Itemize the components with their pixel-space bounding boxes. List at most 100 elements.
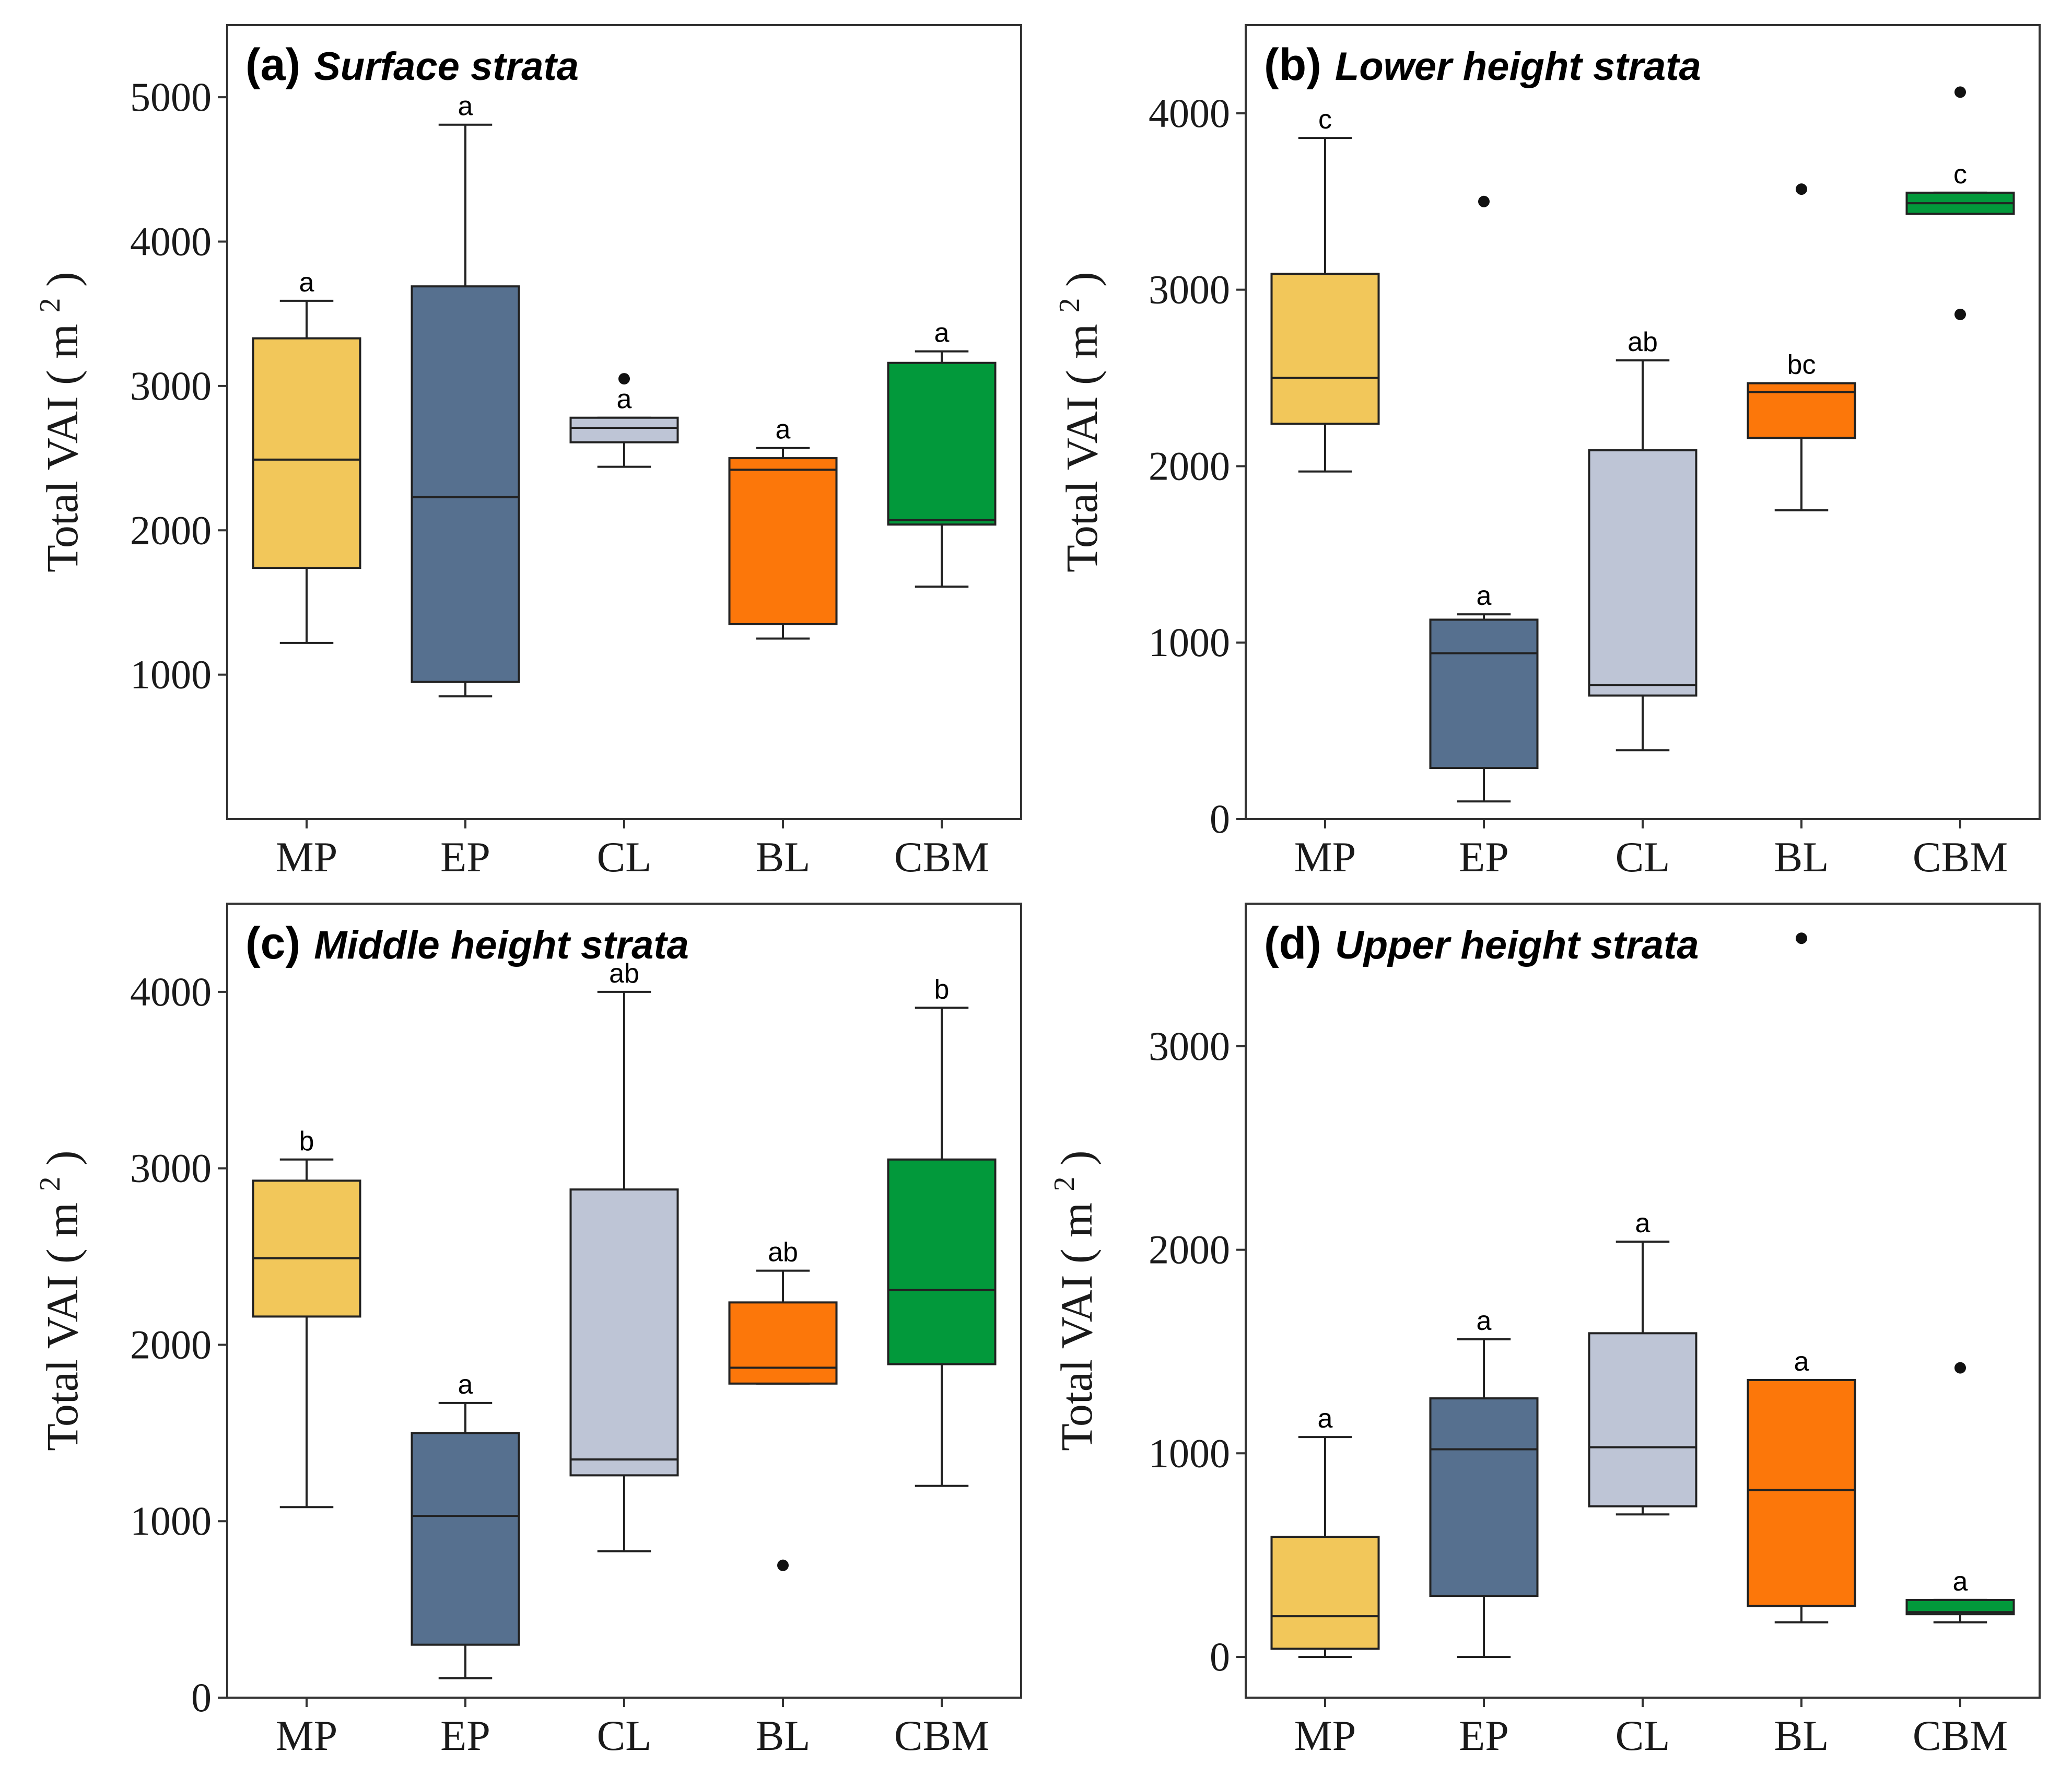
panel-3: 0 1000 2000 3000 4000 MP EP CL BL CBM Total VAI ( … bbox=[34, 903, 1022, 1759]
panel-title: (d) Upper height strata bbox=[1264, 918, 1699, 968]
iqr-box bbox=[887, 361, 997, 526]
significance-label: ab bbox=[609, 959, 639, 989]
y-tick-label: 1000 bbox=[130, 1498, 212, 1544]
y-tick-label: 2000 bbox=[130, 507, 212, 553]
significance-label: a bbox=[1477, 1306, 1492, 1336]
y-tick-label: 0 bbox=[191, 1675, 212, 1720]
panel-2: 0 1000 2000 3000 4000 MP EP CL BL CBM Total VAI ( … bbox=[1053, 24, 2041, 881]
outlier-point bbox=[1796, 183, 1807, 195]
x-tick-label: MP bbox=[1294, 1712, 1356, 1759]
x-tick-label: BL bbox=[1774, 1712, 1829, 1759]
significance-label: a bbox=[1477, 581, 1492, 611]
x-tick-label: EP bbox=[440, 833, 490, 881]
box-bl: a bbox=[1747, 932, 1856, 1623]
box-ep: a bbox=[411, 91, 520, 698]
outlier-point bbox=[1954, 86, 1966, 98]
iqr-box bbox=[1588, 449, 1698, 697]
box-bl: bc bbox=[1747, 183, 1856, 511]
x-tick-label: BL bbox=[1774, 833, 1829, 881]
significance-label: b bbox=[299, 1126, 314, 1156]
iqr-box bbox=[411, 1432, 520, 1646]
x-tick-label: MP bbox=[276, 833, 338, 881]
significance-label: a bbox=[617, 384, 632, 415]
significance-label: a bbox=[458, 1370, 473, 1400]
panel-4: 0 1000 2000 3000 MP EP CL BL CBM Total VAI ( m 2 … bbox=[1048, 903, 2041, 1759]
box-cl: a bbox=[569, 373, 679, 468]
x-tick-label: CBM bbox=[894, 1712, 989, 1759]
x-tick-label: CBM bbox=[1913, 1712, 2008, 1759]
iqr-box bbox=[1747, 1379, 1856, 1607]
box-cbm: c bbox=[1905, 86, 2015, 320]
y-tick-label: 0 bbox=[1210, 1634, 1230, 1679]
box-cl: ab bbox=[1588, 327, 1698, 752]
x-tick-label: CL bbox=[1616, 1712, 1670, 1759]
x-tick-label: CL bbox=[1616, 833, 1670, 881]
box-ep: a bbox=[411, 1370, 520, 1679]
panel-title: (b) Lower height strata bbox=[1264, 40, 1701, 90]
box-bl: a bbox=[728, 415, 838, 640]
outlier-point bbox=[1954, 1362, 1966, 1374]
y-tick-label: 1000 bbox=[130, 652, 212, 697]
iqr-box bbox=[252, 1179, 361, 1318]
box-cbm: a bbox=[1905, 1362, 2015, 1623]
box-cbm: b bbox=[887, 974, 997, 1487]
y-tick-label: 2000 bbox=[1149, 1227, 1230, 1272]
iqr-box bbox=[569, 1188, 679, 1477]
box-ep: a bbox=[1429, 195, 1539, 803]
y-tick-label: 4000 bbox=[130, 969, 212, 1014]
outlier-point bbox=[618, 373, 630, 385]
y-tick-label: 5000 bbox=[130, 74, 212, 120]
significance-label: a bbox=[1318, 1404, 1333, 1434]
box-mp: a bbox=[252, 267, 361, 644]
iqr-box bbox=[728, 457, 838, 625]
box-cl: ab bbox=[569, 959, 679, 1552]
significance-label: b bbox=[934, 974, 950, 1004]
box-cl: a bbox=[1588, 1208, 1698, 1516]
outlier-point bbox=[777, 1559, 789, 1571]
y-tick-label: 3000 bbox=[1149, 1023, 1230, 1069]
y-axis-label: Total VAI ( m 2 ) bbox=[34, 272, 87, 572]
iqr-box bbox=[1588, 1332, 1698, 1508]
significance-label: c bbox=[1953, 159, 1967, 190]
significance-label: a bbox=[1953, 1567, 1968, 1597]
significance-label: c bbox=[1318, 104, 1332, 135]
x-tick-label: BL bbox=[756, 1712, 811, 1759]
outlier-point bbox=[1478, 195, 1490, 207]
x-tick-label: BL bbox=[756, 833, 811, 881]
significance-label: bc bbox=[1787, 350, 1816, 380]
y-axis-label: Total VAI ( m 2 ) bbox=[1053, 272, 1107, 572]
significance-label: a bbox=[299, 267, 314, 298]
significance-label: a bbox=[934, 318, 950, 348]
y-tick-label: 1000 bbox=[1149, 620, 1230, 665]
y-tick-label: 3000 bbox=[130, 1146, 212, 1191]
panel-title: (c) Middle height strata bbox=[245, 918, 689, 968]
x-tick-label: CBM bbox=[894, 833, 989, 881]
iqr-box bbox=[1429, 618, 1539, 769]
iqr-box bbox=[728, 1301, 838, 1385]
x-tick-label: EP bbox=[1459, 833, 1509, 881]
box-ep: a bbox=[1429, 1306, 1539, 1658]
iqr-box bbox=[1270, 1536, 1380, 1650]
significance-label: a bbox=[1635, 1208, 1650, 1238]
box-mp: a bbox=[1270, 1404, 1380, 1658]
y-axis-label: Total VAI ( m 2 ) bbox=[34, 1150, 87, 1451]
y-tick-label: 2000 bbox=[1149, 443, 1230, 488]
x-tick-label: CL bbox=[597, 833, 652, 881]
y-tick-label: 2000 bbox=[130, 1322, 212, 1367]
y-tick-label: 3000 bbox=[130, 363, 212, 408]
x-tick-label: CL bbox=[597, 1712, 652, 1759]
box-bl: ab bbox=[728, 1237, 838, 1571]
y-tick-label: 1000 bbox=[1149, 1430, 1230, 1476]
iqr-box bbox=[252, 337, 361, 569]
iqr-box bbox=[887, 1158, 997, 1365]
panel-1: 1000 2000 3000 4000 5000 MP EP CL BL CBM Total VAI… bbox=[34, 24, 1022, 881]
panel-title: (a) Surface strata bbox=[245, 40, 579, 90]
y-axis-label: Total VAI ( m 2 ) bbox=[1048, 1150, 1102, 1451]
outlier-point bbox=[1954, 308, 1966, 320]
x-tick-label: CBM bbox=[1913, 833, 2008, 881]
y-tick-label: 3000 bbox=[1149, 267, 1230, 312]
x-tick-label: EP bbox=[440, 1712, 490, 1759]
iqr-box bbox=[1429, 1397, 1539, 1597]
box-mp: c bbox=[1270, 104, 1380, 473]
